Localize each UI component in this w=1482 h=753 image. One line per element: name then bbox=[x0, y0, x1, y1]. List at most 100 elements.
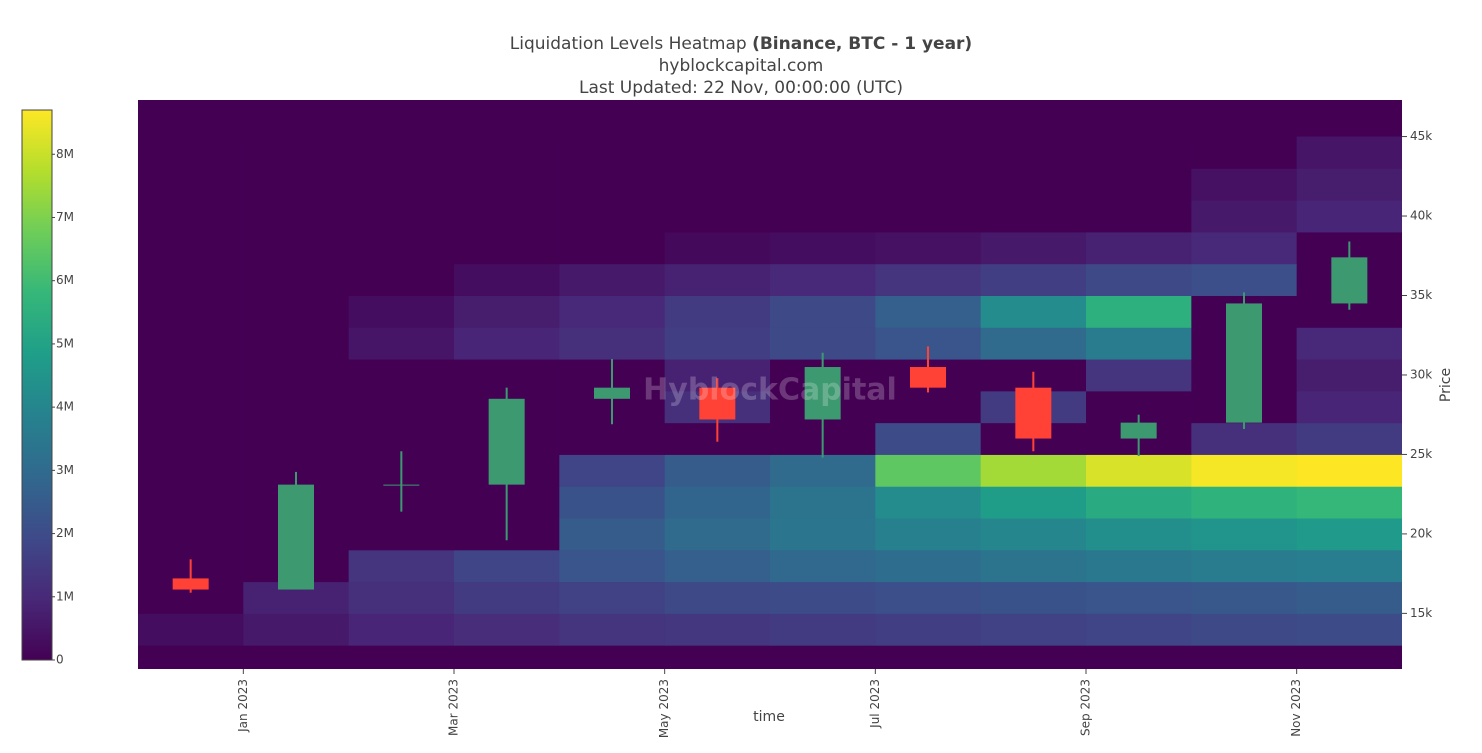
chart-title: Liquidation Levels Heatmap (Binance, BTC… bbox=[510, 34, 972, 54]
heat-cell bbox=[875, 422, 982, 455]
heat-cell bbox=[1191, 581, 1298, 614]
heat-cell bbox=[559, 200, 666, 233]
colorbar-tick-label: 5M bbox=[56, 336, 74, 350]
heat-cell bbox=[770, 613, 876, 646]
heat-cell bbox=[454, 613, 560, 646]
heat-cell bbox=[138, 486, 244, 519]
heat-cell bbox=[138, 390, 244, 424]
subtitle: hyblockcapital.com bbox=[659, 56, 824, 76]
heat-cell bbox=[1086, 518, 1192, 551]
heat-cell bbox=[348, 390, 455, 424]
candle-body bbox=[383, 484, 420, 486]
heat-cell bbox=[1296, 327, 1402, 360]
x-tick-label: May 2023 bbox=[657, 679, 671, 738]
y-axis-label: Price bbox=[1438, 368, 1454, 402]
heat-cell bbox=[348, 581, 455, 614]
colorbar-tick-label: 2M bbox=[56, 526, 74, 540]
heat-cell bbox=[664, 581, 771, 614]
candle-body bbox=[172, 578, 209, 590]
y-tick-label: 25k bbox=[1410, 447, 1432, 461]
heat-cell bbox=[1296, 200, 1402, 233]
heat-cell bbox=[875, 613, 982, 646]
heat-cell bbox=[1191, 518, 1298, 551]
heat-cell bbox=[770, 231, 876, 265]
heat-cell bbox=[1191, 549, 1298, 583]
heat-cell bbox=[138, 613, 244, 646]
heat-cell bbox=[138, 359, 244, 392]
x-tick-label: Mar 2023 bbox=[447, 679, 461, 736]
heat-cell bbox=[980, 581, 1087, 614]
heat-cell bbox=[875, 549, 982, 583]
heat-cell bbox=[664, 295, 771, 328]
updated: Last Updated: 22 Nov, 00:00:00 (UTC) bbox=[579, 78, 903, 98]
candle-body bbox=[488, 398, 525, 485]
title-main: Liquidation Levels Heatmap bbox=[510, 34, 747, 54]
heat-cell bbox=[454, 581, 560, 614]
y-tick-label: 20k bbox=[1410, 526, 1432, 540]
heat-cell bbox=[770, 454, 876, 487]
heat-cell bbox=[243, 422, 350, 455]
x-axis-label: time bbox=[753, 709, 785, 725]
heat-cell bbox=[243, 390, 350, 424]
y-tick-label: 30k bbox=[1410, 367, 1432, 381]
heat-cell bbox=[243, 168, 350, 201]
heat-cell bbox=[243, 613, 350, 646]
heat-cell bbox=[1086, 231, 1192, 265]
heat-cell bbox=[664, 200, 771, 233]
candle-body bbox=[1015, 387, 1052, 439]
heat-cell bbox=[664, 231, 771, 265]
heat-cell bbox=[1086, 359, 1192, 392]
heat-cell bbox=[770, 200, 876, 233]
heat-cell bbox=[559, 549, 666, 583]
heat-cell bbox=[664, 136, 771, 169]
heat-cell bbox=[1086, 549, 1192, 583]
heat-cell bbox=[1191, 168, 1298, 201]
colorbar bbox=[21, 109, 53, 661]
heat-cell bbox=[1296, 518, 1402, 551]
heatmap bbox=[138, 136, 1402, 646]
heat-cell bbox=[980, 486, 1087, 519]
heat-cell bbox=[1296, 549, 1402, 583]
heat-cell bbox=[770, 136, 876, 169]
heat-cell bbox=[348, 168, 455, 201]
heat-cell bbox=[138, 168, 244, 201]
heat-cell bbox=[664, 486, 771, 519]
heat-cell bbox=[454, 263, 560, 296]
candle-body bbox=[804, 367, 841, 420]
heat-cell bbox=[1296, 168, 1402, 201]
heat-cell bbox=[1191, 486, 1298, 519]
heat-cell bbox=[559, 454, 666, 487]
heat-cell bbox=[454, 327, 560, 360]
heat-cell bbox=[559, 231, 666, 265]
y-tick-label: 35k bbox=[1410, 288, 1432, 302]
heat-cell bbox=[980, 231, 1087, 265]
heat-cell bbox=[770, 486, 876, 519]
heat-cell bbox=[138, 263, 244, 296]
heat-cell bbox=[664, 613, 771, 646]
heat-cell bbox=[243, 263, 350, 296]
candle-body bbox=[594, 387, 630, 399]
heat-cell bbox=[138, 136, 244, 169]
heat-cell bbox=[138, 422, 244, 455]
heat-cell bbox=[138, 327, 244, 360]
colorbar-tick-label: 4M bbox=[56, 400, 74, 414]
heat-cell bbox=[875, 231, 982, 265]
heat-cell bbox=[559, 581, 666, 614]
watermark: HyblockCapital bbox=[643, 372, 897, 407]
heat-cell bbox=[980, 613, 1087, 646]
heat-cell bbox=[454, 136, 560, 169]
heat-cell bbox=[875, 295, 982, 328]
heat-cell bbox=[348, 613, 455, 646]
heat-cell bbox=[875, 263, 982, 296]
heat-cell bbox=[559, 295, 666, 328]
heat-cell bbox=[348, 549, 455, 583]
heat-cell bbox=[559, 518, 666, 551]
y-tick-label: 15k bbox=[1410, 606, 1432, 620]
y-tick-label: 45k bbox=[1410, 129, 1432, 143]
heat-cell bbox=[243, 200, 350, 233]
heat-cell bbox=[1191, 454, 1298, 487]
heat-cell bbox=[1191, 613, 1298, 646]
heat-cell bbox=[348, 295, 455, 328]
heat-cell bbox=[1086, 486, 1192, 519]
heat-cell bbox=[980, 295, 1087, 328]
